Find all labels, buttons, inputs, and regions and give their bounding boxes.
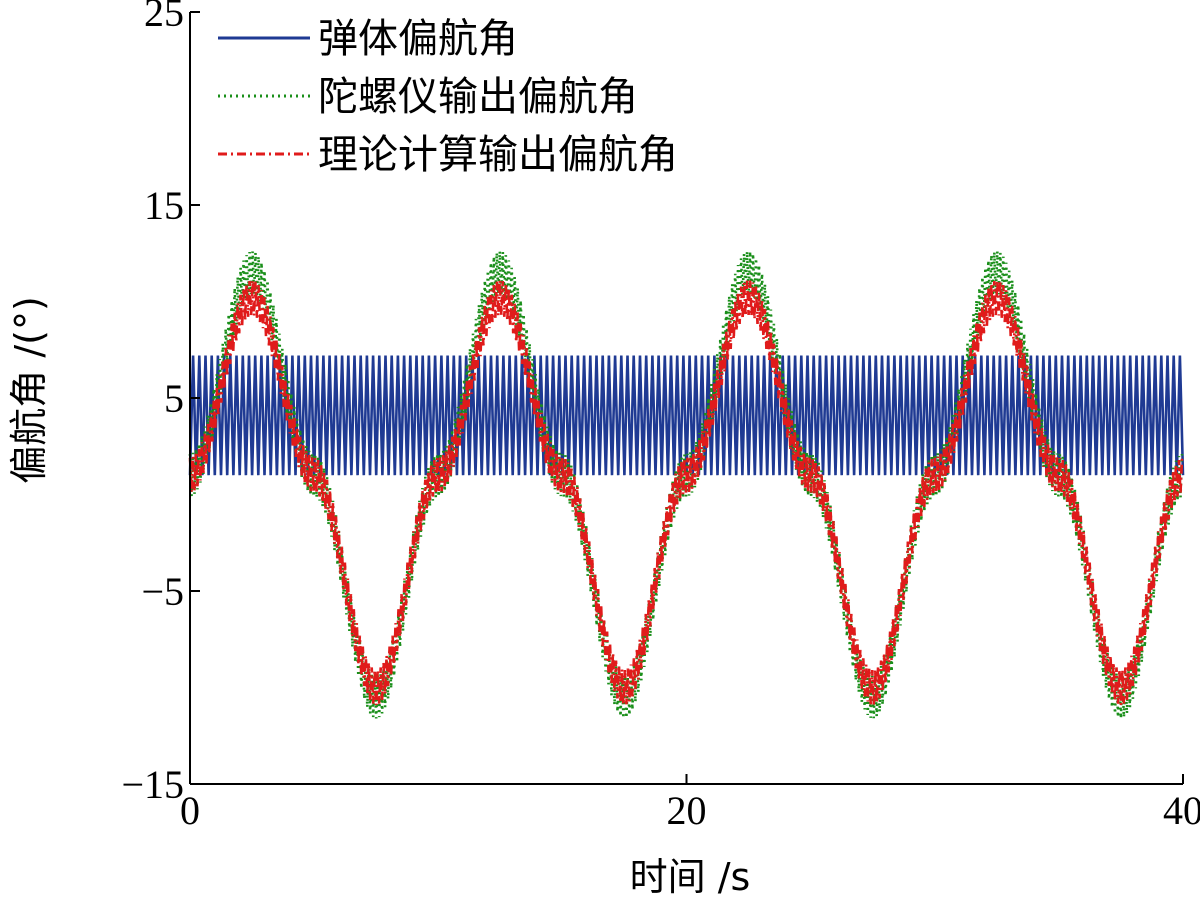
y-axis-title: 偏航角 /(°) — [7, 296, 51, 484]
series-line-3 — [188, 280, 1184, 705]
legend-label-3: 理论计算输出偏航角 — [318, 132, 678, 178]
series-line-1 — [188, 355, 1185, 476]
y-tick-label: 5 — [164, 376, 184, 421]
series-layer — [188, 251, 1185, 719]
legend-label-1: 弹体偏航角 — [318, 16, 518, 62]
plot-area — [188, 251, 1185, 719]
x-tick-label: 0 — [180, 788, 200, 833]
x-tick-label: 20 — [667, 788, 707, 833]
y-tick-label: 25 — [144, 0, 184, 35]
x-tick-label: 40 — [1163, 788, 1200, 833]
y-ticks: −15 −5 5 15 25 — [121, 0, 200, 807]
y-tick-label: −5 — [141, 569, 184, 614]
legend-label-2: 陀螺仪输出偏航角 — [318, 74, 638, 120]
x-axis-title: 时间 /s — [630, 855, 751, 899]
series-line-2 — [188, 251, 1184, 719]
y-tick-label: 15 — [144, 183, 184, 228]
x-ticks: 0 20 40 — [180, 774, 1200, 833]
y-tick-label: −15 — [121, 762, 184, 807]
